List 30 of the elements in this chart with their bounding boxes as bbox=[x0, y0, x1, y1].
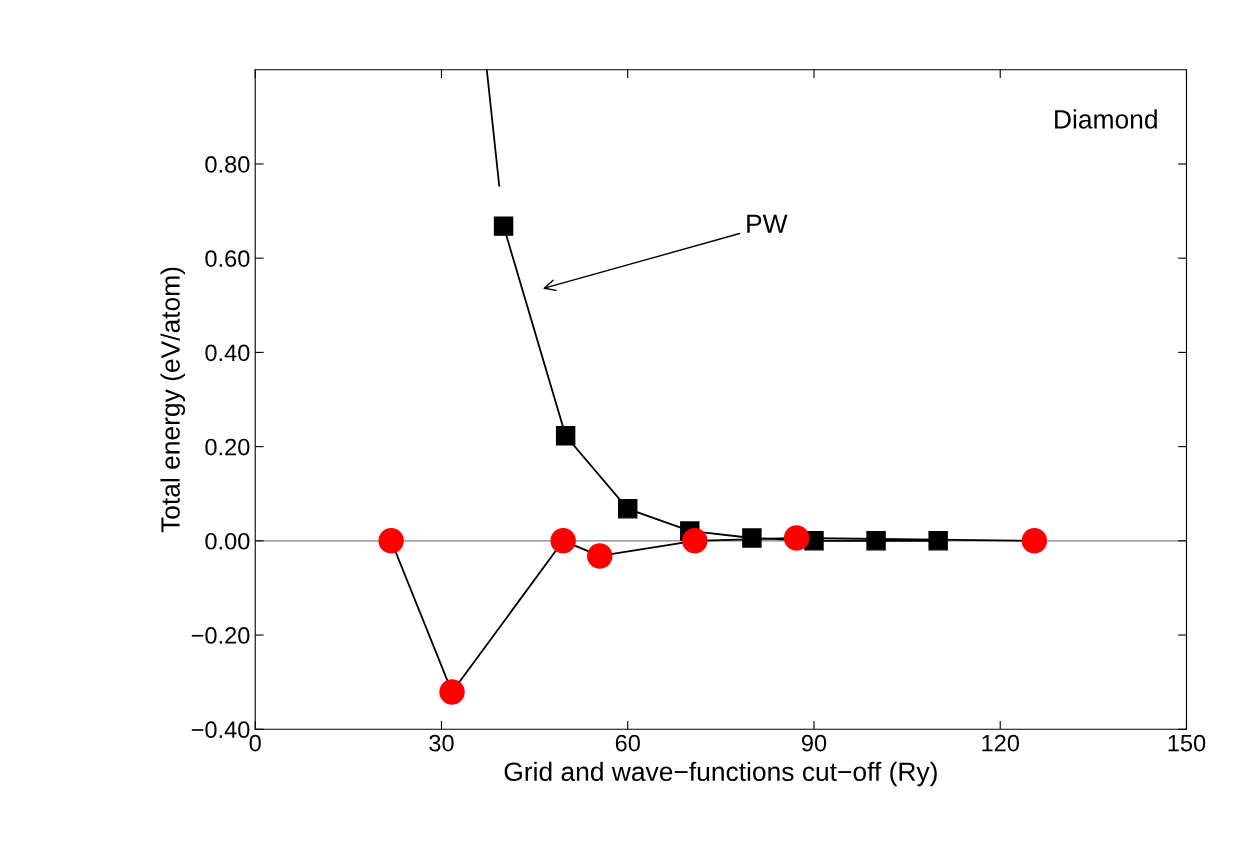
x-tick-label: 60 bbox=[615, 734, 640, 752]
x-tick-label: 120 bbox=[982, 734, 1020, 752]
point bbox=[439, 679, 465, 705]
annotation: Diamond bbox=[1055, 109, 1157, 129]
point bbox=[928, 531, 948, 551]
y-tick-label: 0.60 bbox=[205, 250, 250, 267]
x-tick-label: 150 bbox=[1168, 734, 1206, 752]
point bbox=[1021, 528, 1048, 554]
point bbox=[550, 528, 576, 554]
y-tick-label: −0.40 bbox=[191, 721, 250, 739]
point bbox=[378, 528, 404, 554]
annotation: PW bbox=[747, 214, 788, 233]
y-tick-label: 0.00 bbox=[205, 532, 250, 550]
point bbox=[493, 216, 514, 236]
point bbox=[783, 525, 810, 551]
y-axis-title: Total energy (eV/atom) bbox=[160, 267, 186, 533]
x-tick-label: 0 bbox=[249, 734, 261, 752]
point bbox=[742, 528, 762, 548]
point bbox=[618, 499, 638, 519]
y-tick-label: 0.40 bbox=[205, 344, 250, 362]
x-axis-title: Grid and wave−functions cut−off (Ry) bbox=[504, 761, 937, 787]
point bbox=[682, 528, 708, 554]
point bbox=[555, 426, 576, 446]
y-tick-label: 0.20 bbox=[205, 438, 250, 456]
y-tick-label: −0.20 bbox=[191, 627, 250, 644]
y-tick-label: 0.80 bbox=[205, 156, 250, 173]
x-tick-label: 30 bbox=[429, 734, 454, 752]
point bbox=[587, 543, 613, 569]
x-tick-label: 90 bbox=[801, 734, 827, 752]
point bbox=[866, 531, 886, 551]
